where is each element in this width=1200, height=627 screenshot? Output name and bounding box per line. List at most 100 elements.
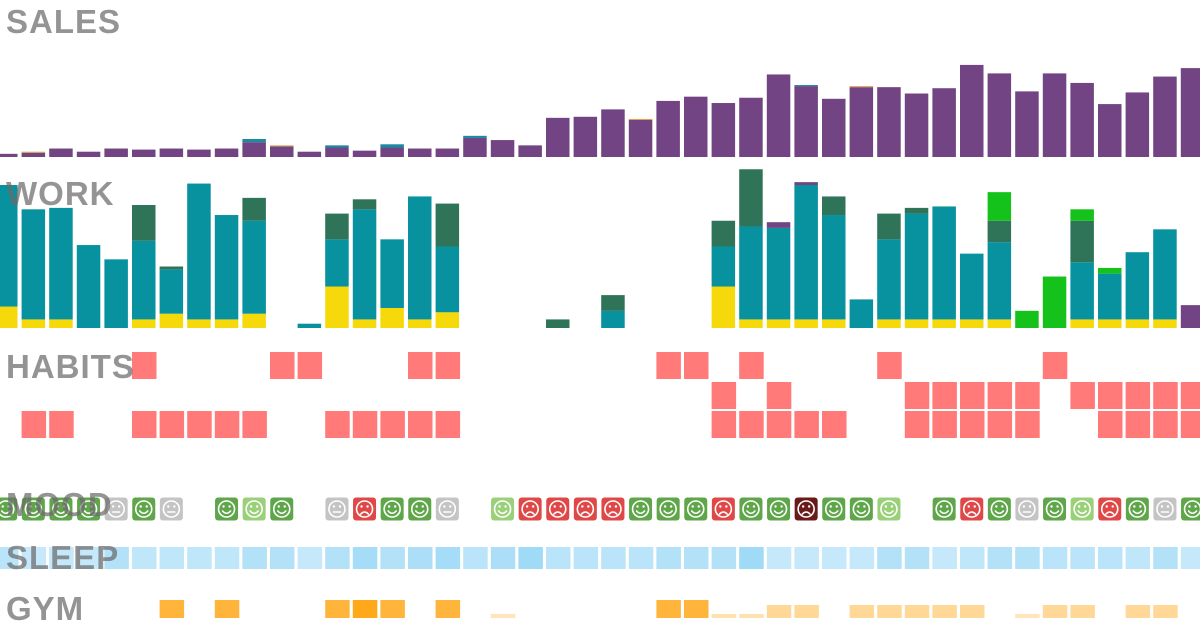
sales-bar — [601, 109, 625, 158]
sales-bar — [242, 142, 266, 157]
work-bar-segment — [849, 299, 874, 328]
work-bar-segment — [132, 240, 156, 320]
work-bar-segment — [352, 319, 377, 328]
sales-bar — [904, 93, 929, 157]
work-bar-segment — [739, 226, 763, 320]
sleep-cell — [463, 547, 488, 569]
sales-bar — [1042, 73, 1067, 157]
sleep-cell — [132, 547, 157, 569]
habit-cell — [408, 352, 433, 379]
mood-face-icon — [794, 497, 818, 521]
work-bar-segment — [766, 227, 791, 320]
habit-cell — [408, 411, 433, 438]
sleep-cell — [187, 547, 212, 569]
sleep-cell — [628, 547, 654, 569]
habit-cell — [214, 411, 240, 438]
mood-face-icon — [1098, 497, 1122, 521]
mood-face-icon — [684, 497, 708, 521]
habit-cell — [187, 411, 212, 438]
work-bar-segment — [187, 319, 211, 328]
gym-cell — [214, 600, 240, 618]
work-bar-segment — [711, 246, 736, 287]
mood-face-icon — [49, 497, 73, 521]
sales-bar — [380, 144, 404, 148]
work-bar-segment — [822, 319, 846, 328]
work-bar-segment — [1070, 220, 1094, 263]
habit-cell — [1180, 411, 1200, 438]
sales-bar — [932, 88, 956, 157]
sales-bar — [214, 148, 239, 157]
sleep-cell — [214, 547, 240, 569]
mood-face-icon — [435, 497, 459, 521]
sales-bar — [794, 85, 818, 87]
mood-face-icon — [1125, 497, 1149, 521]
sleep-cell — [932, 547, 957, 569]
work-bar-segment — [1153, 229, 1177, 320]
habit-cell — [1070, 382, 1095, 409]
habit-cell — [352, 411, 378, 438]
sales-bar — [877, 87, 901, 157]
mood-face-icon — [242, 497, 266, 521]
habit-cell — [132, 411, 157, 438]
work-bar-segment — [325, 286, 349, 328]
mood-face-icon — [1181, 497, 1200, 521]
sales-bar — [766, 74, 791, 157]
mood-face-icon — [215, 497, 239, 521]
sleep-cell — [766, 547, 792, 569]
sleep-cell — [1070, 547, 1095, 569]
work-bar-segment — [297, 323, 322, 328]
work-bar-segment — [21, 209, 46, 320]
habit-cell — [435, 411, 461, 438]
work-bar-segment — [822, 215, 846, 320]
gym-cell — [877, 605, 902, 618]
work-bar-segment — [159, 269, 184, 314]
work-bar-segment — [877, 213, 901, 240]
habit-cell — [1153, 382, 1178, 409]
work-bar-segment — [739, 319, 763, 328]
gym-cell — [766, 605, 792, 618]
work-bar-segment — [1042, 276, 1067, 328]
work-bar-segment — [435, 203, 460, 247]
work-bar-segment — [187, 183, 211, 320]
sales-bar — [684, 96, 708, 157]
habit-cell — [932, 382, 957, 409]
sales-bar — [159, 148, 184, 157]
sales-bar — [628, 119, 653, 157]
sales-bar — [656, 100, 680, 157]
habit-cell — [960, 411, 985, 438]
work-bar-segment — [960, 253, 984, 320]
habit-cell — [1042, 352, 1068, 379]
sales-bar — [628, 118, 653, 120]
work-bar-segment — [904, 207, 929, 214]
work-bar-segment — [987, 192, 1012, 221]
work-bar-segment — [960, 319, 984, 328]
sleep-cell — [435, 547, 461, 569]
mood-face-icon — [380, 497, 404, 521]
sales-bar — [380, 147, 404, 157]
work-bar-segment — [0, 306, 18, 328]
habit-cell — [960, 382, 985, 409]
mood-face-icon — [159, 497, 183, 521]
sleep-cell — [159, 547, 185, 569]
mood-face-icon — [1070, 497, 1094, 521]
work-bar-segment — [76, 245, 101, 328]
mood-face-icon — [132, 497, 156, 521]
sleep-cell — [518, 547, 543, 569]
sleep-cell — [877, 547, 902, 569]
work-bar-segment — [380, 307, 404, 328]
work-bar-segment — [601, 295, 625, 311]
sales-bar — [242, 139, 266, 143]
habit-cell — [270, 352, 295, 379]
sales-bar — [21, 151, 46, 153]
sales-bar — [352, 150, 377, 157]
sales-bar — [1015, 91, 1039, 157]
sleep-cell — [0, 547, 19, 569]
sleep-cell — [21, 547, 47, 569]
sales-bar — [711, 103, 736, 158]
work-bar-segment — [435, 312, 460, 328]
sales-bar — [1070, 82, 1094, 157]
work-bar-segment — [794, 185, 818, 320]
habit-cell — [739, 411, 764, 438]
sleep-cell — [380, 547, 405, 569]
work-bar-segment — [1125, 252, 1150, 320]
